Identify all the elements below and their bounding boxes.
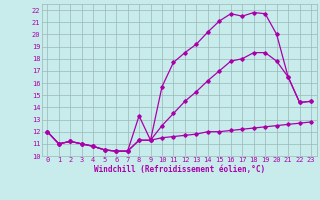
X-axis label: Windchill (Refroidissement éolien,°C): Windchill (Refroidissement éolien,°C) <box>94 165 265 174</box>
